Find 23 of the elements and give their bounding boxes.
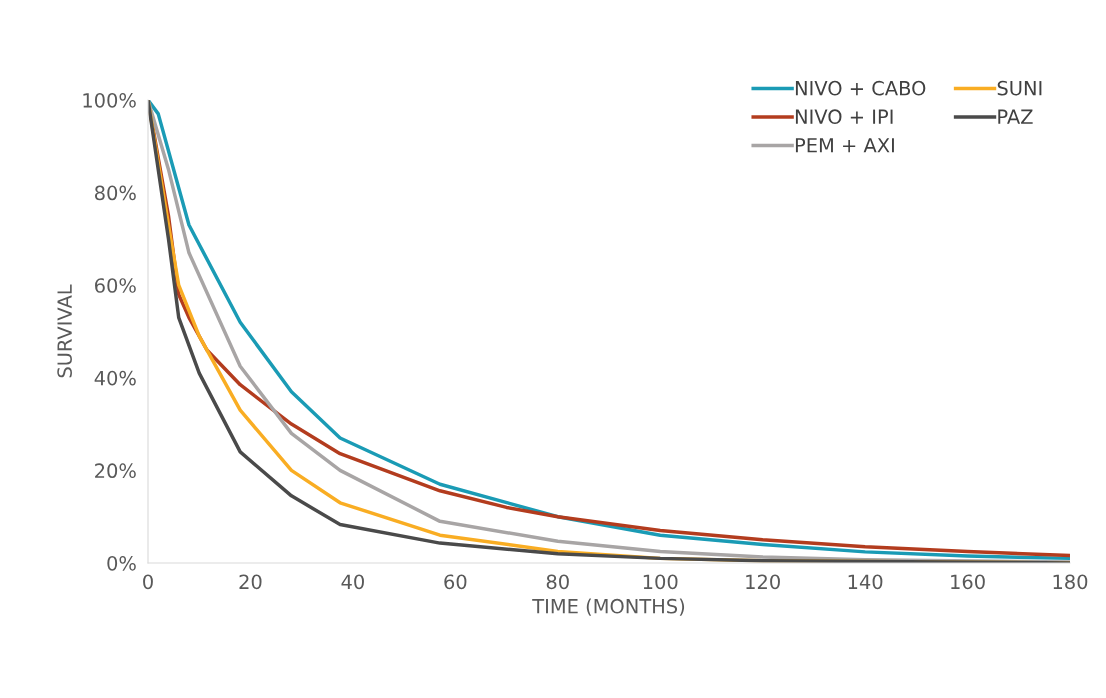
x-tick-label: 180 [1053,574,1088,590]
x-tick-label: 0 [143,574,153,590]
y-tick-label: 0% [107,555,136,571]
x-tick-label: 40 [341,574,364,590]
legend-label: NIVO + IPI [795,109,893,125]
y-tick-label: 60% [95,278,136,293]
y-axis-title: SURVIVAL [57,284,72,378]
legend-label: SUNI [997,80,1042,96]
legend-label: PAZ [998,109,1033,124]
y-tick-label: 80% [94,185,136,201]
x-tick-label: 160 [951,574,985,590]
x-tick-label: 100 [643,574,678,590]
y-tick-label: 20% [95,463,136,479]
y-tick-label: 100% [83,92,136,108]
x-tick-label: 20 [239,574,262,590]
x-tick-label: 140 [848,574,883,590]
x-tick-label: 120 [746,574,780,590]
legend-label: NIVO + CABO [795,80,926,96]
legend-label: PEM + AXI [795,138,894,153]
y-tick-label: 40% [94,370,136,386]
x-tick-label: 60 [444,574,467,590]
x-tick-label: 80 [546,574,569,590]
x-axis-title: TIME (MONTHS) [532,598,685,616]
